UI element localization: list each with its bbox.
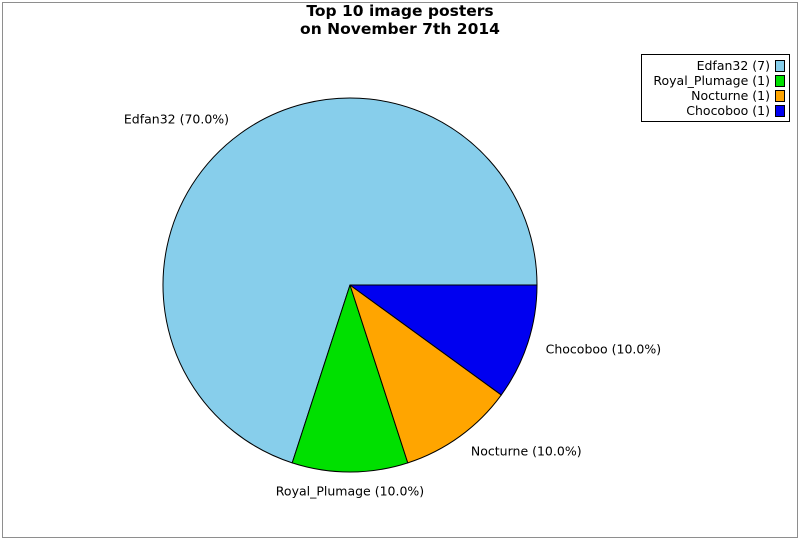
pie-slice-chocoboo	[349, 284, 538, 396]
legend-label-edfan32: Edfan32 (7)	[696, 58, 770, 73]
legend-row-nocturne: Nocturne (1)	[646, 88, 785, 103]
pie-slice-nocturne	[349, 284, 502, 464]
legend-label-royal_plumage: Royal_Plumage (1)	[653, 73, 770, 88]
slice-label-nocturne: Nocturne (10.0%)	[470, 443, 582, 459]
legend-swatch-chocoboo	[775, 104, 785, 117]
slice-label-chocoboo: Chocoboo (10.0%)	[545, 341, 662, 357]
chart-title: Top 10 image posters on November 7th 201…	[0, 2, 800, 38]
legend-swatch-nocturne	[775, 89, 785, 102]
legend-swatch-edfan32	[775, 59, 785, 72]
legend-label-nocturne: Nocturne (1)	[691, 88, 770, 103]
legend-swatch-royal_plumage	[775, 74, 785, 87]
pie-slice-royal_plumage	[291, 284, 409, 473]
chart-title-line1: Top 10 image posters	[306, 2, 494, 20]
legend-row-royal_plumage: Royal_Plumage (1)	[646, 73, 785, 88]
slice-label-edfan32: Edfan32 (70.0%)	[123, 111, 230, 127]
chart-title-line2: on November 7th 2014	[300, 20, 500, 38]
pie-slice-edfan32	[162, 97, 538, 464]
slice-label-royal_plumage: Royal_Plumage (10.0%)	[275, 483, 425, 499]
legend: Edfan32 (7) Royal_Plumage (1) Nocturne (1)…	[641, 54, 790, 122]
legend-label-chocoboo: Chocoboo (1)	[686, 103, 770, 118]
legend-row-chocoboo: Chocoboo (1)	[646, 103, 785, 118]
legend-row-edfan32: Edfan32 (7)	[646, 58, 785, 73]
